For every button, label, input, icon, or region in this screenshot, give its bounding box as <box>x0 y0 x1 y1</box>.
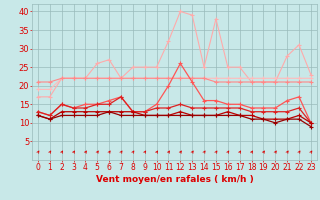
X-axis label: Vent moyen/en rafales ( km/h ): Vent moyen/en rafales ( km/h ) <box>96 175 253 184</box>
